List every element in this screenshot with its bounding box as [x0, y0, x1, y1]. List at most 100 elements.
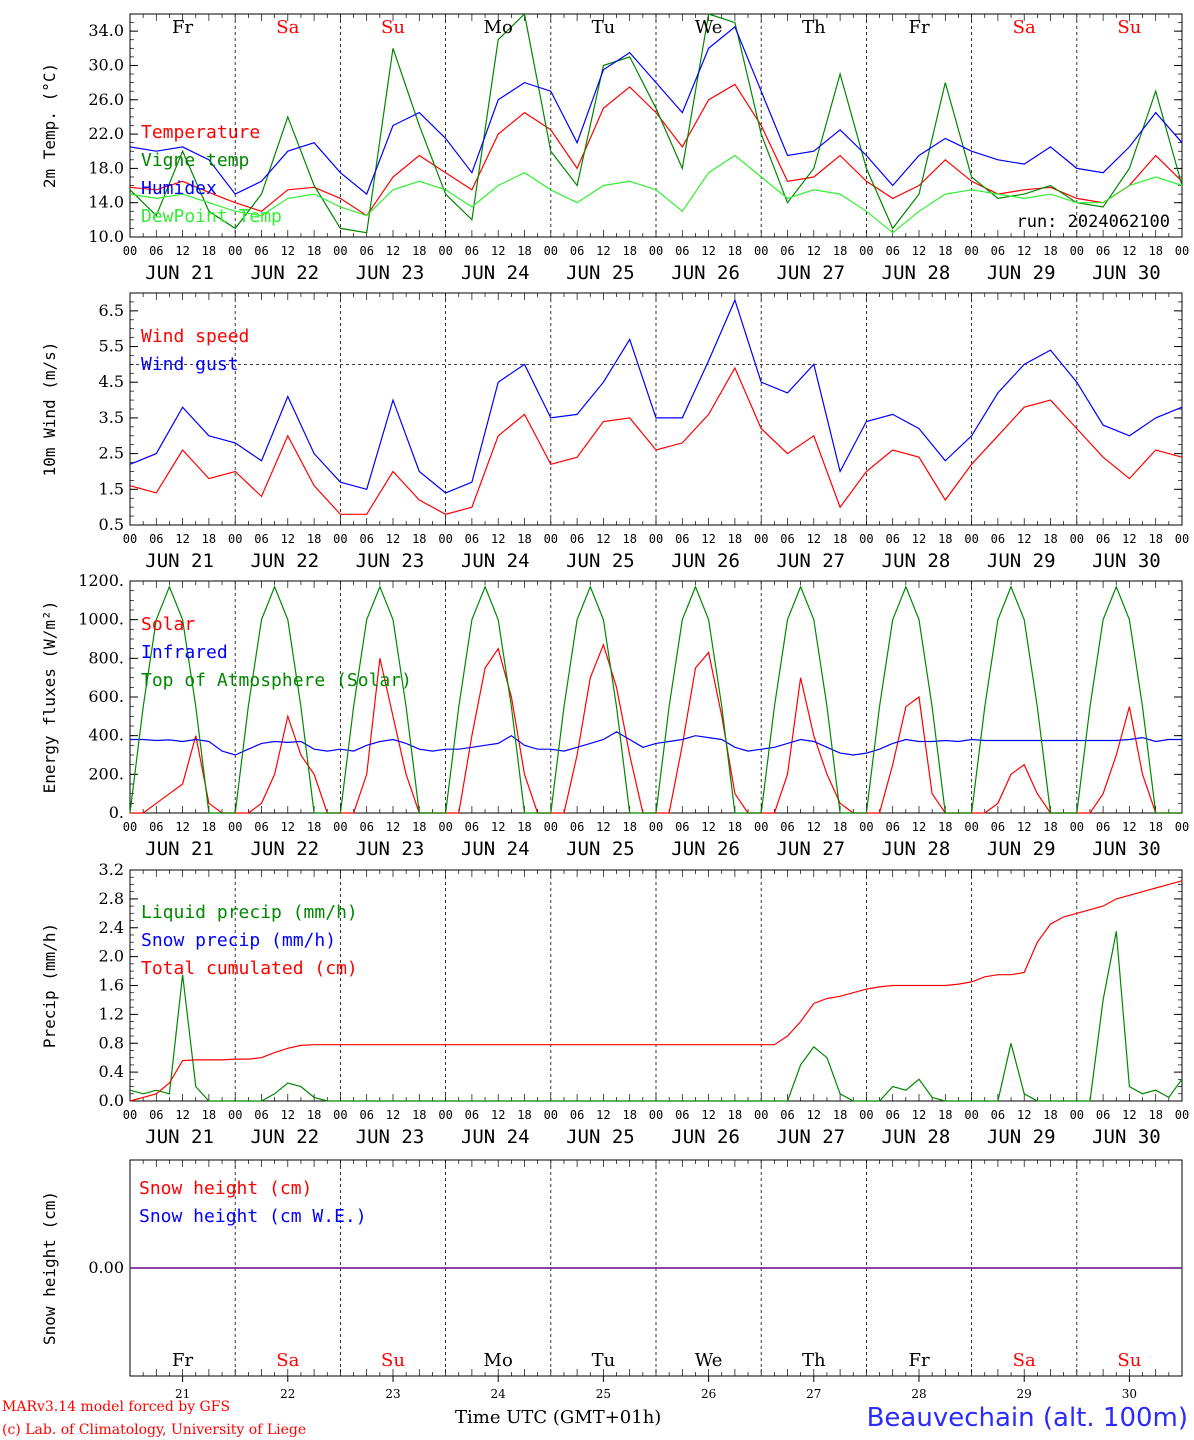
hour-label: 06: [780, 1108, 794, 1122]
y-axis-label: 10m Wind (m/s): [40, 342, 59, 477]
legend-entry: Snow height (cm W.E.): [139, 1206, 367, 1227]
y-axis-label: 2m Temp. (°C): [40, 63, 59, 188]
weekday-label: Sa: [1013, 17, 1036, 38]
panels-group: 10.0 14.0 18.0 22.0 26.0 30.0 34.0 2m Temp. (°C…: [40, 12, 1189, 1401]
hour-label: 06: [991, 820, 1005, 834]
hour-label: 18: [412, 244, 426, 258]
weekday-label: Fr: [908, 17, 929, 38]
plot-frame: [129, 13, 1183, 238]
hour-label: 18: [1043, 820, 1057, 834]
hour-label: 06: [254, 820, 268, 834]
panel-1: 10.0 14.0 18.0 22.0 26.0 30.0 34.0 2m Temp. (°C…: [40, 12, 1189, 284]
hour-label: 06: [359, 1108, 373, 1122]
y-tick-label: 14.0: [88, 193, 124, 212]
hour-label: 18: [728, 1108, 742, 1122]
hour-label: 12: [1017, 244, 1031, 258]
hour-label: 00: [333, 244, 347, 258]
hour-label: 18: [202, 244, 216, 258]
legend-entry: Wind gust: [141, 354, 239, 375]
date-label: JUN 26: [671, 838, 740, 860]
hour-label: 18: [622, 532, 636, 546]
hour-label: 06: [570, 532, 584, 546]
date-label: JUN 26: [671, 550, 740, 572]
hour-label: 00: [964, 1108, 978, 1122]
hour-label: 00: [1175, 532, 1189, 546]
hour-label: 18: [728, 820, 742, 834]
date-label: JUN 27: [776, 1126, 845, 1148]
hour-label: 12: [1122, 532, 1136, 546]
hour-label: 00: [964, 244, 978, 258]
hour-label: 12: [701, 244, 715, 258]
y-tick-label: 200.: [88, 764, 124, 783]
weekday-label: Sa: [276, 1350, 299, 1371]
date-label: JUN 25: [566, 262, 635, 284]
weekday-label: Su: [1117, 17, 1141, 38]
hour-label: 00: [1070, 244, 1084, 258]
hour-label: 00: [649, 1108, 663, 1122]
date-label: JUN 30: [1092, 1126, 1161, 1148]
hour-label: 18: [517, 244, 531, 258]
hour-label: 18: [622, 244, 636, 258]
weekday-label: Th: [802, 1350, 826, 1371]
y-tick-label: 5.5: [99, 337, 124, 356]
hour-label: 12: [1017, 1108, 1031, 1122]
weekday-label: Su: [1117, 1350, 1141, 1371]
y-tick-label: 22.0: [88, 124, 124, 143]
hour-label: 00: [333, 532, 347, 546]
hour-label: 12: [175, 1108, 189, 1122]
hour-label: 06: [991, 532, 1005, 546]
hour-label: 00: [1175, 820, 1189, 834]
hour-label: 18: [517, 532, 531, 546]
date-label: JUN 29: [987, 262, 1056, 284]
hour-label: 06: [1096, 1108, 1110, 1122]
day-number-label: 22: [280, 1387, 295, 1401]
hour-label: 18: [728, 532, 742, 546]
hour-label: 12: [701, 532, 715, 546]
hour-label: 18: [307, 244, 321, 258]
hour-label: 18: [833, 1108, 847, 1122]
legend-entry: Total cumulated (cm): [141, 958, 358, 979]
legend-entry: Wind speed: [141, 326, 249, 347]
hour-label: 06: [675, 820, 689, 834]
hour-label: 18: [412, 1108, 426, 1122]
weekday-label: We: [695, 1350, 723, 1371]
hour-label: 06: [254, 1108, 268, 1122]
hour-label: 18: [1043, 1108, 1057, 1122]
y-axis-label: Snow height (cm): [40, 1191, 59, 1345]
hour-label: 12: [596, 820, 610, 834]
y-tick-label: 1200.: [78, 571, 124, 590]
hour-label: 06: [570, 1108, 584, 1122]
date-label: JUN 29: [987, 550, 1056, 572]
date-label: JUN 24: [461, 550, 530, 572]
hour-label: 12: [912, 532, 926, 546]
y-tick-label: 0.0: [99, 1091, 124, 1110]
station-name: Beauvechain (alt. 100m): [867, 1403, 1188, 1433]
hour-label: 06: [1096, 820, 1110, 834]
hour-label: 18: [517, 820, 531, 834]
hour-label: 12: [175, 820, 189, 834]
date-label: JUN 29: [987, 1126, 1056, 1148]
hour-label: 18: [307, 532, 321, 546]
hour-label: 06: [359, 532, 373, 546]
legend-entry: DewPoint Temp: [141, 206, 282, 227]
hour-label: 06: [465, 532, 479, 546]
date-label: JUN 27: [776, 550, 845, 572]
y-tick-label: 600.: [88, 687, 124, 706]
hour-label: 00: [754, 244, 768, 258]
hour-label: 00: [964, 532, 978, 546]
hour-label: 18: [412, 532, 426, 546]
date-label: JUN 30: [1092, 838, 1161, 860]
hour-label: 18: [622, 820, 636, 834]
weekday-label: Sa: [1013, 1350, 1036, 1371]
hour-label: 18: [833, 532, 847, 546]
series-line-humidex: [129, 25, 1183, 196]
date-label: JUN 30: [1092, 550, 1161, 572]
hour-label: 12: [386, 1108, 400, 1122]
hour-label: 06: [780, 820, 794, 834]
hour-label: 00: [438, 244, 452, 258]
hour-label: 12: [912, 244, 926, 258]
hour-label: 00: [228, 1108, 242, 1122]
date-label: JUN 24: [461, 838, 530, 860]
y-tick-label: 10.0: [88, 227, 124, 246]
series-line-wind-speed: [129, 366, 1183, 515]
